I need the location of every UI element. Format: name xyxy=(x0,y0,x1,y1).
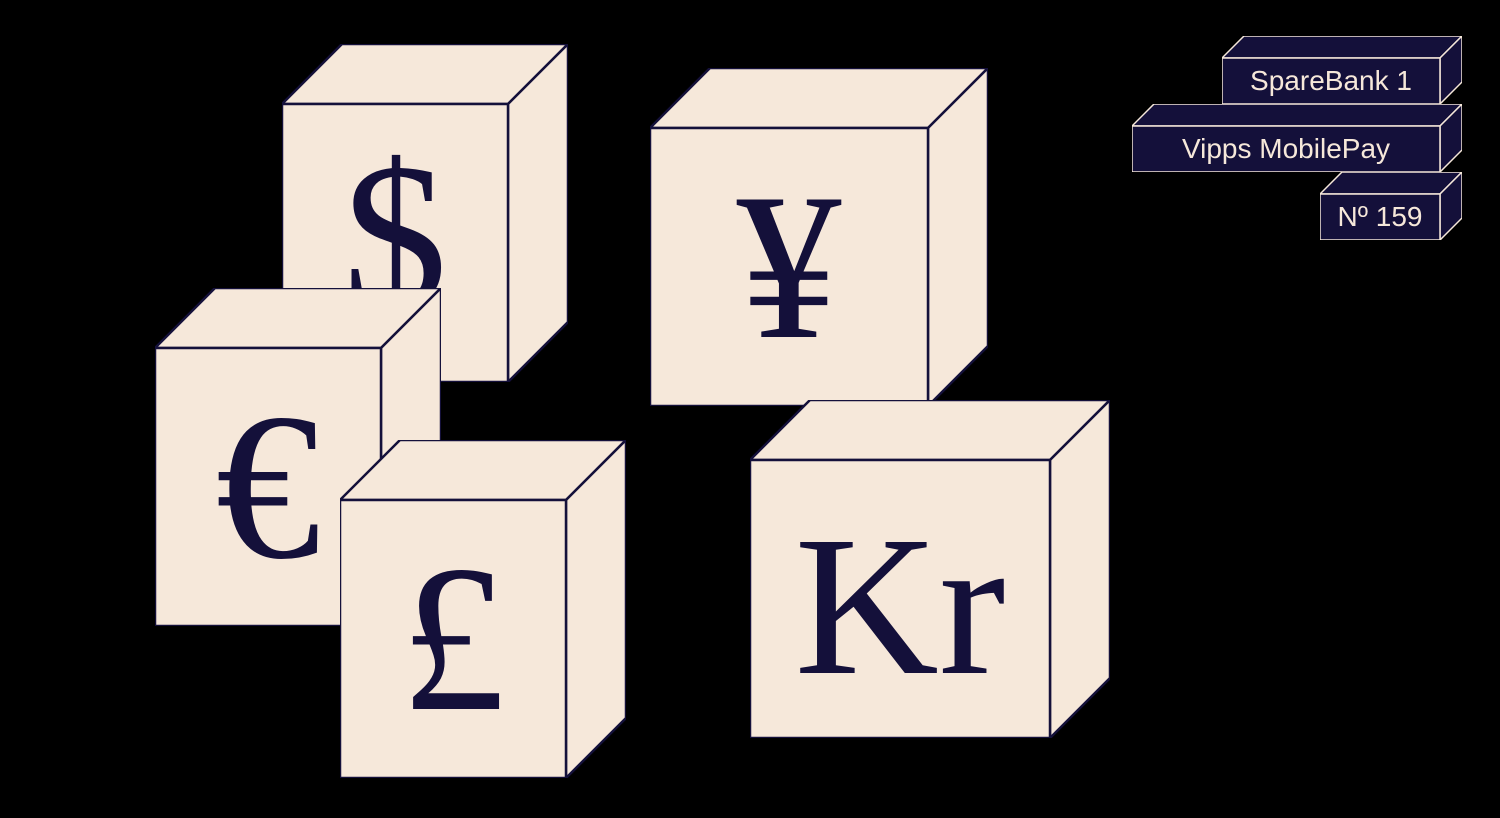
badge-row3: Nº 159 xyxy=(1320,172,1462,240)
badge-label-row2: Vipps MobilePay xyxy=(1132,126,1440,172)
currency-block-krone: Kr xyxy=(750,400,1110,738)
currency-block-pound: £ xyxy=(340,440,626,778)
currency-symbol-krone: Kr xyxy=(750,468,1050,746)
badge-row1: SpareBank 1 xyxy=(1222,36,1462,104)
badge-label-row1: SpareBank 1 xyxy=(1222,58,1440,104)
currency-symbol-yen: ¥ xyxy=(650,128,928,406)
badge-label-row3: Nº 159 xyxy=(1320,194,1440,240)
stage: $ € £ ¥ Kr SpareBank 1 Vipps MobilePay N… xyxy=(0,0,1500,818)
currency-symbol-pound: £ xyxy=(340,500,566,778)
currency-block-yen: ¥ xyxy=(650,68,988,406)
badge-row2: Vipps MobilePay xyxy=(1132,104,1462,172)
